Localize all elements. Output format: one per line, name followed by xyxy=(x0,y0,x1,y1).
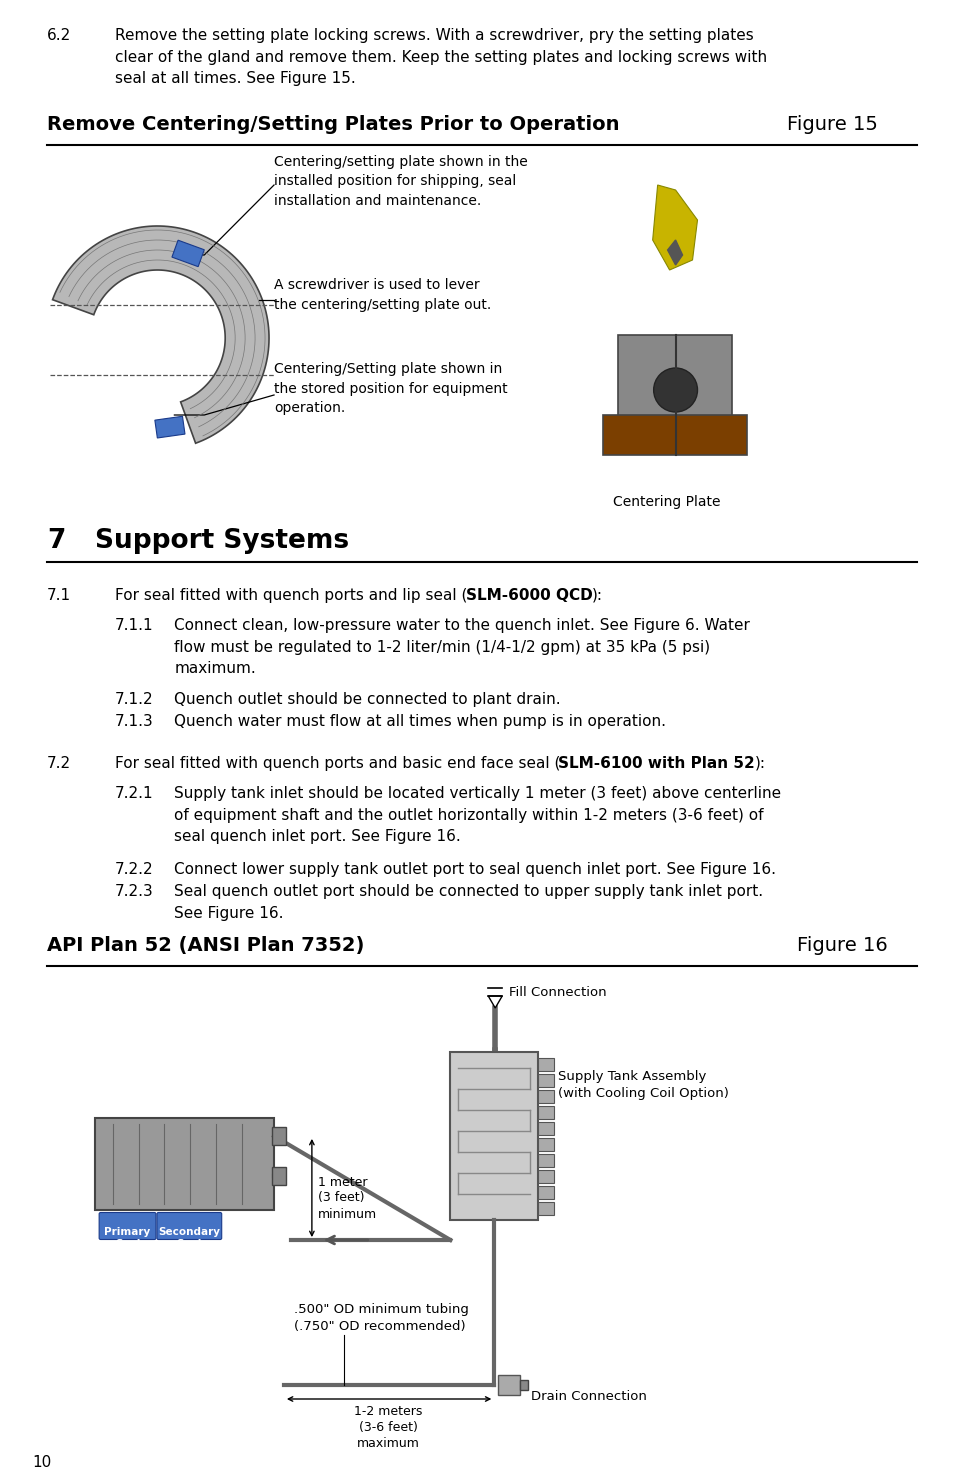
Text: 1-2 meters
(3-6 feet)
maximum: 1-2 meters (3-6 feet) maximum xyxy=(355,1406,422,1450)
Bar xyxy=(537,1122,554,1134)
Text: For seal fitted with quench ports and lip seal (: For seal fitted with quench ports and li… xyxy=(114,589,466,603)
Text: Fill Connection: Fill Connection xyxy=(509,987,606,1000)
Text: 7.2.3: 7.2.3 xyxy=(114,884,153,898)
Bar xyxy=(537,1170,554,1183)
Bar xyxy=(519,1381,528,1389)
Text: Centering/Setting plate shown in
the stored position for equipment
operation.: Centering/Setting plate shown in the sto… xyxy=(274,361,507,414)
Text: For seal fitted with quench ports and basic end face seal (: For seal fitted with quench ports and ba… xyxy=(114,757,559,771)
Bar xyxy=(272,1127,286,1145)
Text: Primary
Seal: Primary Seal xyxy=(104,1227,151,1249)
Text: ):: ): xyxy=(754,757,764,771)
Text: Quench outlet should be connected to plant drain.: Quench outlet should be connected to pla… xyxy=(174,692,560,707)
Text: Figure 16: Figure 16 xyxy=(797,937,887,954)
Text: Remove Centering/Setting Plates Prior to Operation: Remove Centering/Setting Plates Prior to… xyxy=(47,115,618,134)
Text: Drain Connection: Drain Connection xyxy=(531,1389,646,1403)
Text: Supply tank inlet should be located vertically 1 meter (3 feet) above centerline: Supply tank inlet should be located vert… xyxy=(174,786,781,844)
Text: 7: 7 xyxy=(47,528,65,555)
Bar xyxy=(537,1202,554,1215)
Polygon shape xyxy=(52,226,269,444)
Text: Connect lower supply tank outlet port to seal quench inlet port. See Figure 16.: Connect lower supply tank outlet port to… xyxy=(174,861,776,878)
Text: Connect clean, low-pressure water to the quench inlet. See Figure 6. Water
flow : Connect clean, low-pressure water to the… xyxy=(174,618,749,676)
Text: 7.1.1: 7.1.1 xyxy=(114,618,153,633)
Bar xyxy=(450,1052,537,1220)
Text: Quench water must flow at all times when pump is in operation.: Quench water must flow at all times when… xyxy=(174,714,666,729)
Bar xyxy=(537,1074,554,1087)
Polygon shape xyxy=(154,416,185,438)
Text: 7.1.2: 7.1.2 xyxy=(114,692,153,707)
Text: A screwdriver is used to lever
the centering/setting plate out.: A screwdriver is used to lever the cente… xyxy=(274,277,491,311)
Polygon shape xyxy=(667,240,681,266)
Polygon shape xyxy=(652,184,697,270)
Text: Supply Tank Assembly
(with Cooling Coil Option): Supply Tank Assembly (with Cooling Coil … xyxy=(558,1069,728,1100)
Text: 1 meter
(3 feet)
minimum: 1 meter (3 feet) minimum xyxy=(317,1176,376,1220)
Bar xyxy=(497,1375,519,1395)
Bar xyxy=(618,335,732,420)
Bar xyxy=(272,1167,286,1184)
Text: Figure 15: Figure 15 xyxy=(786,115,877,134)
Polygon shape xyxy=(172,240,204,267)
Bar xyxy=(537,1106,554,1120)
Text: SLM-6000 QCD: SLM-6000 QCD xyxy=(465,589,592,603)
Bar xyxy=(537,1139,554,1150)
Text: 7.1: 7.1 xyxy=(47,589,71,603)
Text: SLM-6100 with Plan 52: SLM-6100 with Plan 52 xyxy=(558,757,755,771)
Bar xyxy=(537,1186,554,1199)
Bar xyxy=(537,1090,554,1103)
Text: Centering/setting plate shown in the
installed position for shipping, seal
insta: Centering/setting plate shown in the ins… xyxy=(274,155,527,208)
Circle shape xyxy=(653,367,697,412)
Text: 7.2: 7.2 xyxy=(47,757,71,771)
Text: Centering Plate: Centering Plate xyxy=(612,496,720,509)
Text: Support Systems: Support Systems xyxy=(94,528,349,555)
Polygon shape xyxy=(488,996,501,1007)
Bar xyxy=(602,414,746,454)
Text: 7.2.2: 7.2.2 xyxy=(114,861,153,878)
Text: ):: ): xyxy=(592,589,602,603)
Bar xyxy=(537,1153,554,1167)
Bar xyxy=(537,1058,554,1071)
Text: .500" OD minimum tubing
(.750" OD recommended): .500" OD minimum tubing (.750" OD recomm… xyxy=(294,1302,468,1333)
Text: Remove the setting plate locking screws. With a screwdriver, pry the setting pla: Remove the setting plate locking screws.… xyxy=(114,28,766,86)
Bar xyxy=(94,1118,274,1209)
FancyBboxPatch shape xyxy=(99,1212,155,1239)
Text: 6.2: 6.2 xyxy=(47,28,71,43)
Text: Seal quench outlet port should be connected to upper supply tank inlet port.
See: Seal quench outlet port should be connec… xyxy=(174,884,762,920)
FancyBboxPatch shape xyxy=(157,1212,221,1239)
Text: 7.2.1: 7.2.1 xyxy=(114,786,153,801)
Text: 7.1.3: 7.1.3 xyxy=(114,714,153,729)
Text: 10: 10 xyxy=(31,1454,51,1471)
Text: API Plan 52 (ANSI Plan 7352): API Plan 52 (ANSI Plan 7352) xyxy=(47,937,364,954)
Text: Secondary
Seal: Secondary Seal xyxy=(158,1227,220,1249)
